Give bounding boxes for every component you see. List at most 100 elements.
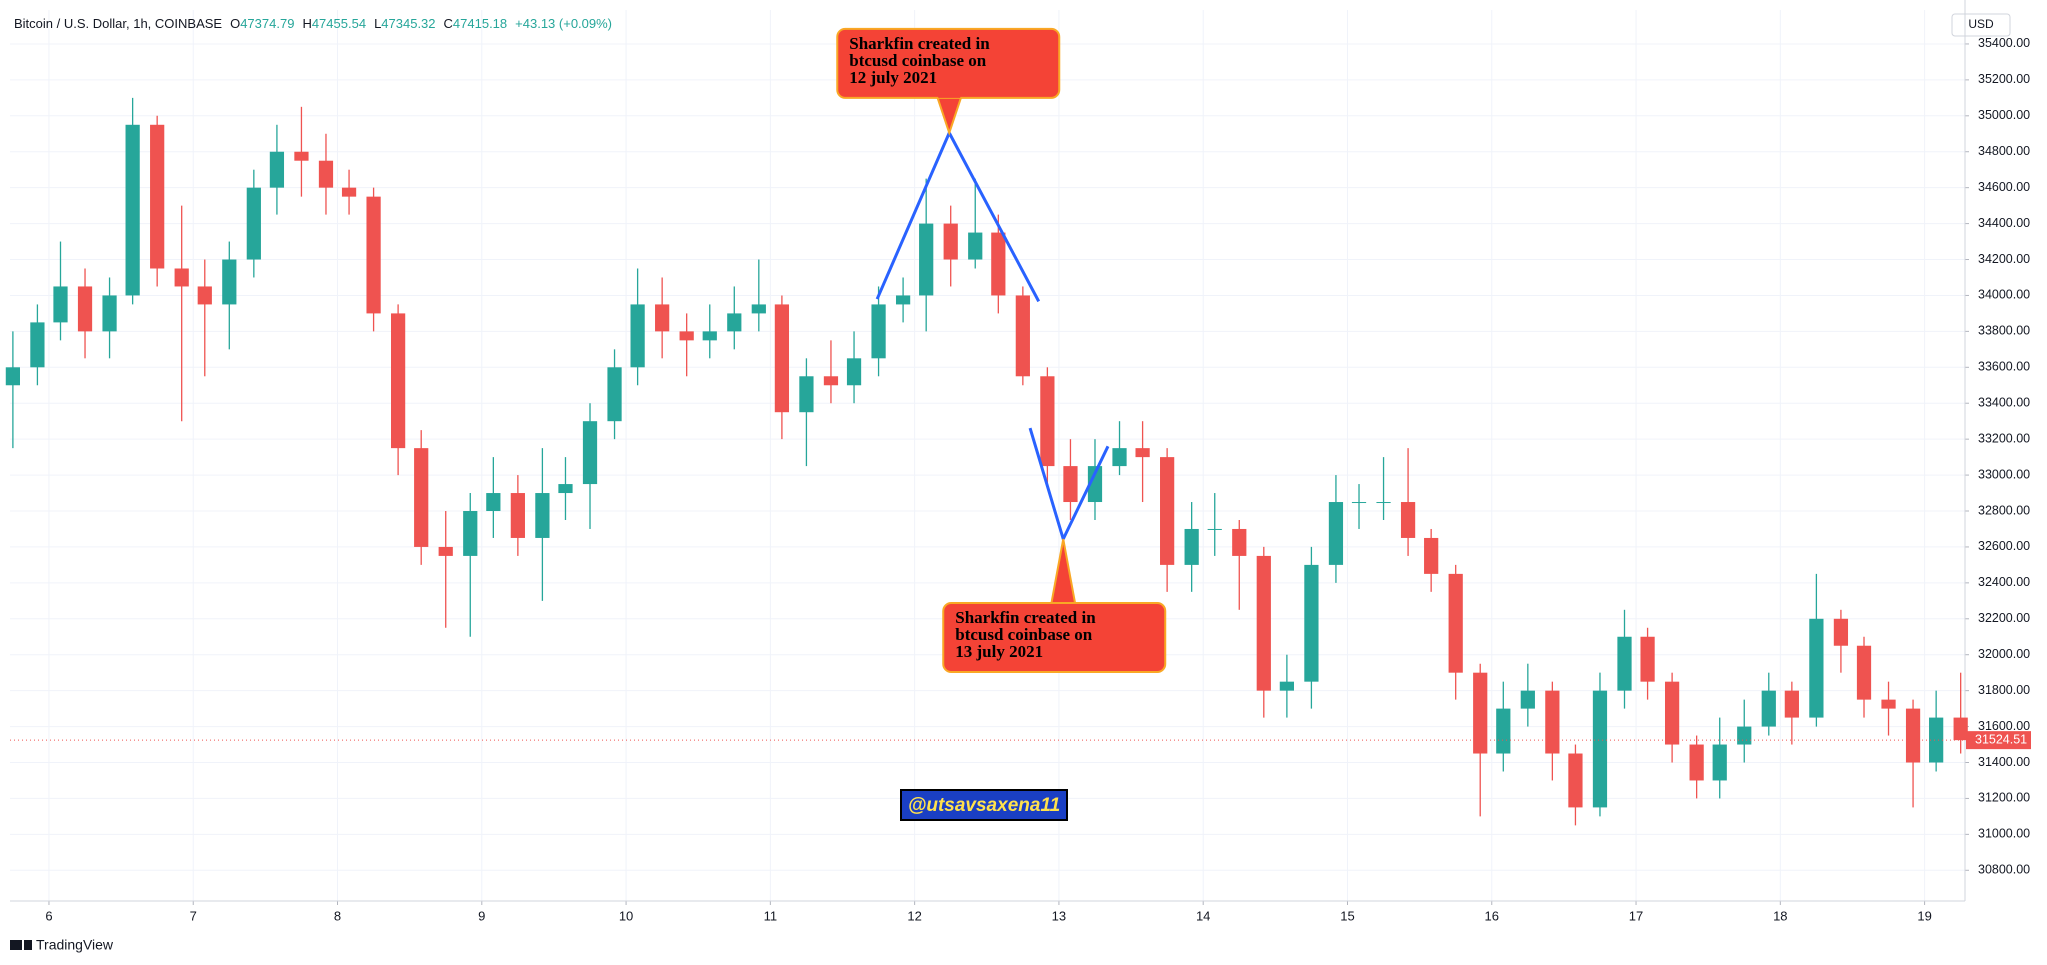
candle-body bbox=[1328, 502, 1344, 565]
candle-body bbox=[1617, 636, 1632, 691]
candle-body bbox=[1376, 502, 1391, 504]
last-price-box bbox=[1966, 731, 2031, 750]
candle-body bbox=[1112, 448, 1127, 467]
candle-body bbox=[1473, 672, 1488, 754]
candle-body bbox=[1640, 636, 1655, 682]
x-tick-label: 9 bbox=[478, 908, 485, 923]
watermark: @utsavsaxena11 bbox=[900, 789, 1068, 821]
candle-body bbox=[607, 367, 622, 422]
y-tick-label: 33000.00 bbox=[1978, 467, 2030, 481]
x-tick-label: 16 bbox=[1485, 908, 1499, 923]
candle-body bbox=[341, 187, 357, 197]
candle-body bbox=[1207, 528, 1222, 530]
candle-body bbox=[943, 223, 958, 260]
callout-text: btcusd coinbase on bbox=[955, 625, 1093, 644]
y-tick-label: 34400.00 bbox=[1978, 216, 2030, 230]
ohlc-value: 47374.79 bbox=[240, 16, 295, 31]
y-tick-label: 31600.00 bbox=[1978, 719, 2030, 733]
callout-text: 12 july 2021 bbox=[849, 68, 937, 87]
x-tick-label: 19 bbox=[1917, 908, 1931, 923]
candle-body bbox=[150, 124, 165, 269]
callout-text: btcusd coinbase on bbox=[849, 51, 987, 70]
y-tick-label: 35400.00 bbox=[1978, 36, 2030, 50]
y-tick-label: 32400.00 bbox=[1978, 575, 2030, 589]
watermark-box bbox=[900, 789, 1068, 821]
candle-body bbox=[1881, 699, 1896, 709]
ohlc-value: 47415.18 bbox=[452, 16, 508, 31]
candle-body bbox=[799, 376, 814, 413]
symbol: Bitcoin / U.S. Dollar, 1h, COINBASE bbox=[14, 16, 223, 31]
x-tick-label: 17 bbox=[1629, 908, 1643, 923]
candle-body bbox=[1040, 376, 1055, 467]
candle-body bbox=[77, 286, 93, 332]
candle-body bbox=[1496, 708, 1511, 754]
candle-body bbox=[1568, 753, 1583, 808]
candle-body bbox=[30, 322, 45, 368]
candle-body bbox=[1856, 645, 1872, 700]
sharkfin-line bbox=[875, 129, 1041, 303]
ohlc-label: C bbox=[443, 16, 453, 31]
candle-body bbox=[919, 223, 934, 296]
y-tick-label: 32200.00 bbox=[1978, 611, 2030, 625]
ohlc-value: 47345.32 bbox=[381, 16, 436, 31]
candle-body bbox=[102, 295, 117, 332]
candle-body bbox=[991, 232, 1006, 296]
callout-box bbox=[942, 602, 1167, 674]
header: Bitcoin / U.S. Dollar, 1h, COINBASE O4737… bbox=[14, 16, 612, 31]
y-tick-label: 31800.00 bbox=[1978, 683, 2030, 697]
y-tick-label: 34600.00 bbox=[1978, 180, 2030, 194]
candle-body bbox=[823, 376, 839, 386]
candle-body bbox=[774, 304, 790, 413]
y-tick-label: 31200.00 bbox=[1978, 791, 2030, 805]
candle-body bbox=[1351, 502, 1367, 504]
x-tick-label: 8 bbox=[334, 908, 341, 923]
candle-body bbox=[294, 151, 309, 161]
currency-box[interactable] bbox=[1951, 13, 2011, 37]
y-tick-label: 35200.00 bbox=[1978, 72, 2030, 86]
ohlc-value: 47455.54 bbox=[311, 16, 367, 31]
candle-body bbox=[1063, 466, 1078, 503]
candle-body bbox=[1160, 457, 1175, 565]
candle-body bbox=[1015, 295, 1030, 377]
y-tick-label: 32800.00 bbox=[1978, 503, 2030, 517]
candle-body bbox=[968, 232, 983, 260]
candle-body bbox=[1256, 555, 1271, 691]
candle-body bbox=[5, 367, 20, 386]
candle-body bbox=[1737, 726, 1752, 745]
candle-body bbox=[702, 331, 717, 341]
y-tick-label: 32000.00 bbox=[1978, 647, 2030, 661]
callout-joint bbox=[938, 94, 961, 98]
candle-body bbox=[463, 511, 478, 556]
y-tick-label: 31400.00 bbox=[1978, 755, 2030, 769]
y-tick-label: 33400.00 bbox=[1978, 396, 2030, 410]
candle-body bbox=[125, 124, 140, 296]
candle-body bbox=[871, 304, 886, 359]
candle-body bbox=[630, 304, 645, 368]
x-tick-label: 10 bbox=[619, 908, 633, 923]
candle-body bbox=[1232, 528, 1247, 556]
candle-body bbox=[222, 259, 237, 305]
callout-pointer bbox=[1050, 538, 1077, 606]
candle-body bbox=[174, 268, 189, 287]
candle-body bbox=[510, 493, 525, 538]
candle-body bbox=[486, 493, 501, 512]
ohlc-label: O bbox=[230, 16, 241, 31]
candle-body bbox=[197, 286, 212, 305]
callout-text: Sharkfin created in bbox=[849, 34, 990, 53]
candle-body bbox=[558, 484, 573, 494]
candle-body bbox=[1520, 690, 1535, 709]
x-tick-label: 11 bbox=[764, 908, 778, 923]
ohlc-label: L bbox=[374, 16, 382, 31]
candle-body bbox=[1424, 537, 1439, 574]
currency: USD bbox=[1968, 17, 1994, 31]
candle-body bbox=[366, 196, 381, 314]
callout-pointer bbox=[935, 95, 963, 137]
y-tick-label: 31000.00 bbox=[1978, 827, 2030, 841]
candle-body bbox=[1689, 744, 1704, 781]
footer: TradingView bbox=[36, 937, 114, 953]
candle-body bbox=[1592, 690, 1608, 808]
candle-body bbox=[1545, 690, 1560, 754]
